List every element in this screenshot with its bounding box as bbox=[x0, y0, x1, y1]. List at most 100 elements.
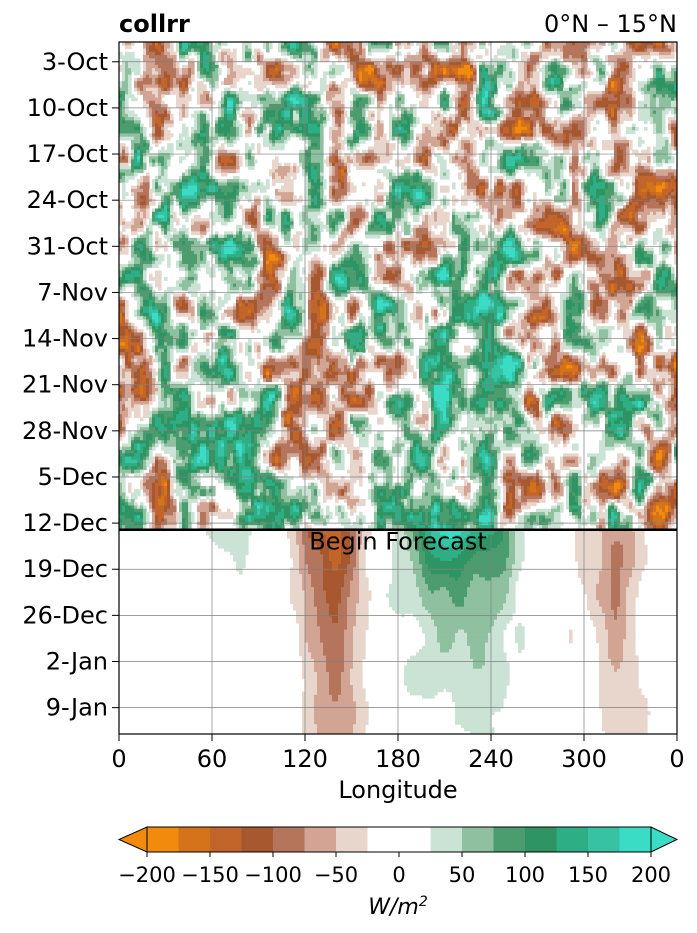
field-cell bbox=[155, 188, 162, 193]
field-cell bbox=[641, 231, 645, 236]
field-cell bbox=[419, 156, 423, 161]
field-cell bbox=[374, 143, 387, 148]
plot-area bbox=[119, 42, 677, 734]
field-cell bbox=[446, 130, 450, 134]
field-cell bbox=[503, 162, 507, 167]
field-cell bbox=[671, 143, 675, 148]
field-cell bbox=[431, 64, 435, 69]
field-cell bbox=[167, 231, 171, 236]
field-cell bbox=[341, 179, 345, 183]
field-cell bbox=[572, 185, 576, 190]
field-cell bbox=[353, 94, 369, 99]
field-cell bbox=[524, 117, 531, 121]
field-cell bbox=[215, 117, 219, 121]
field-cell bbox=[497, 133, 501, 138]
field-cell bbox=[620, 218, 630, 223]
field-cell bbox=[368, 64, 372, 69]
field-cell bbox=[122, 146, 126, 151]
field-cell bbox=[506, 42, 513, 46]
field-cell bbox=[209, 42, 213, 46]
field-cell bbox=[620, 71, 630, 76]
field-cell bbox=[449, 58, 462, 63]
field-cell bbox=[377, 201, 384, 206]
field-cell bbox=[674, 87, 677, 92]
field-cell bbox=[245, 143, 249, 148]
field-cell bbox=[119, 104, 123, 108]
field-cell bbox=[593, 195, 597, 200]
field-cell bbox=[611, 42, 615, 46]
field-cell bbox=[557, 64, 561, 69]
field-cell bbox=[503, 188, 507, 193]
field-cell bbox=[416, 205, 420, 210]
field-cell bbox=[368, 110, 375, 115]
field-cell bbox=[611, 64, 615, 69]
field-cell bbox=[431, 211, 435, 216]
field-cell bbox=[329, 64, 345, 69]
field-cell bbox=[506, 68, 513, 72]
field-cell bbox=[146, 51, 156, 56]
field-cell bbox=[674, 192, 677, 197]
field-cell bbox=[458, 97, 462, 102]
field-cell bbox=[374, 81, 384, 86]
field-cell bbox=[392, 198, 396, 203]
field-cell bbox=[419, 224, 429, 229]
field-cell bbox=[605, 55, 609, 59]
field-cell bbox=[524, 61, 528, 66]
field-cell bbox=[323, 107, 327, 112]
field-cell bbox=[569, 166, 579, 170]
field-cell bbox=[338, 113, 342, 118]
field-cell bbox=[467, 94, 471, 99]
field-cell bbox=[140, 175, 144, 180]
field-cell bbox=[572, 188, 576, 193]
field-cell bbox=[143, 74, 147, 79]
field-cell bbox=[263, 208, 267, 213]
field-cell bbox=[515, 90, 525, 95]
field-cell bbox=[623, 198, 627, 203]
field-cell bbox=[410, 81, 420, 86]
field-cell bbox=[530, 42, 534, 46]
field-cell bbox=[170, 81, 174, 86]
field-cell bbox=[239, 94, 258, 99]
field-cell bbox=[572, 208, 579, 213]
field-cell bbox=[542, 100, 546, 105]
field-cell bbox=[410, 179, 414, 183]
field-cell bbox=[245, 120, 249, 125]
field-cell bbox=[131, 149, 135, 154]
field-cell bbox=[275, 61, 279, 66]
field-cell bbox=[188, 77, 192, 82]
field-cell bbox=[482, 87, 492, 92]
field-cell bbox=[329, 218, 345, 223]
field-cell bbox=[518, 84, 525, 89]
field-cell bbox=[545, 84, 549, 89]
field-cell bbox=[368, 77, 372, 82]
field-cell bbox=[611, 159, 615, 164]
field-cell bbox=[656, 45, 663, 50]
field-cell bbox=[125, 179, 129, 183]
field-cell bbox=[227, 182, 240, 187]
field-cell bbox=[473, 77, 477, 82]
field-cell bbox=[221, 48, 231, 53]
field-cell bbox=[140, 198, 144, 203]
field-cell bbox=[161, 224, 165, 229]
field-cell bbox=[362, 71, 369, 76]
field-cell bbox=[200, 156, 210, 161]
field-cell bbox=[620, 208, 624, 213]
field-cell bbox=[158, 179, 180, 183]
field-cell bbox=[329, 84, 333, 89]
field-cell bbox=[512, 51, 516, 56]
field-cell bbox=[554, 205, 561, 210]
field-cell bbox=[419, 84, 423, 89]
field-cell bbox=[212, 139, 219, 144]
field-cell bbox=[572, 182, 576, 187]
field-cell bbox=[164, 182, 171, 187]
field-cell bbox=[119, 221, 123, 226]
field-cell bbox=[365, 215, 369, 219]
field-cell bbox=[137, 152, 141, 157]
field-cell bbox=[671, 218, 677, 223]
field-cell bbox=[209, 55, 213, 59]
field-cell bbox=[404, 182, 411, 187]
field-cell bbox=[542, 211, 546, 216]
field-cell bbox=[512, 71, 516, 76]
field-cell bbox=[362, 87, 366, 92]
field-cell bbox=[617, 110, 624, 115]
